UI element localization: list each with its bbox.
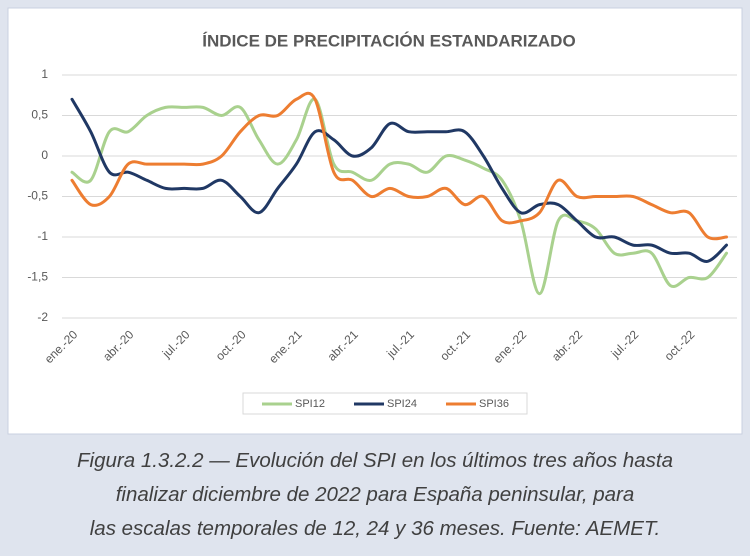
legend-box xyxy=(242,392,528,415)
caption-line: finalizar diciembre de 2022 para España … xyxy=(115,483,635,506)
series-line xyxy=(70,97,728,263)
chart: ÍNDICE DE PRECIPITACIÓN ESTANDARIZADO -2… xyxy=(7,7,743,435)
legend-label: SPI36 xyxy=(479,398,509,410)
chart-title: ÍNDICE DE PRECIPITACIÓN ESTANDARIZADO xyxy=(202,31,575,50)
y-tick-label: -0,5 xyxy=(27,189,48,203)
y-tick-label: 0 xyxy=(41,148,48,162)
caption-line: Figura 1.3.2.2 — Evolución del SPI en lo… xyxy=(77,449,673,472)
y-tick-label: 0,5 xyxy=(31,108,48,122)
chart-background xyxy=(7,7,743,435)
y-tick-label: -1,5 xyxy=(27,270,48,284)
caption-line: las escalas temporales de 12, 24 y 36 me… xyxy=(89,517,661,540)
y-tick-label: -1 xyxy=(37,229,48,243)
legend: SPI12 SPI24 SPI36 xyxy=(262,398,509,410)
y-tick-label: -2 xyxy=(37,310,48,324)
legend-label: SPI24 xyxy=(387,398,417,410)
series-line xyxy=(70,91,728,241)
lines xyxy=(70,91,728,296)
series-line xyxy=(70,97,728,296)
y-tick-label: 1 xyxy=(41,67,48,81)
grid xyxy=(62,74,737,319)
caption: Figura 1.3.2.2 — Evolución del SPI en lo… xyxy=(8,438,742,548)
legend-label: SPI12 xyxy=(295,398,325,410)
